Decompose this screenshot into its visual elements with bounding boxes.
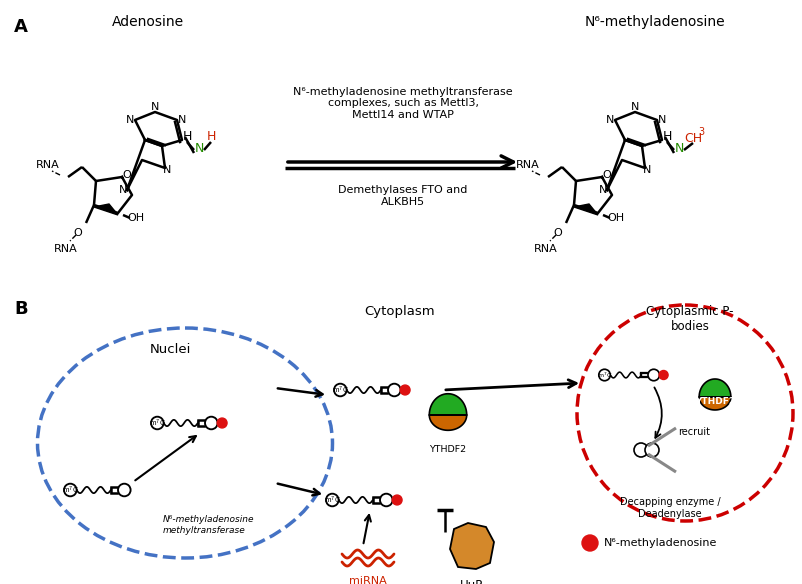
Text: RNA: RNA <box>516 160 540 170</box>
Text: Nuclei: Nuclei <box>149 343 191 356</box>
Text: H: H <box>206 130 216 142</box>
Text: H: H <box>182 130 192 142</box>
Text: Demethylases FTO and
ALKBH5: Demethylases FTO and ALKBH5 <box>338 185 468 207</box>
Text: YTHDF2: YTHDF2 <box>695 398 735 406</box>
Circle shape <box>659 370 668 380</box>
Polygon shape <box>699 379 731 397</box>
Circle shape <box>599 369 610 381</box>
Text: N: N <box>126 115 134 125</box>
Text: N: N <box>606 115 614 125</box>
Polygon shape <box>429 394 467 415</box>
Text: N: N <box>631 102 639 112</box>
Text: Adenosine: Adenosine <box>112 15 184 29</box>
Polygon shape <box>94 204 118 215</box>
Circle shape <box>388 384 401 397</box>
Text: A: A <box>14 18 28 36</box>
Text: Cytoplasm: Cytoplasm <box>365 305 435 318</box>
Circle shape <box>582 535 598 551</box>
Circle shape <box>326 493 338 506</box>
Circle shape <box>380 493 393 506</box>
Circle shape <box>151 417 164 429</box>
Text: N: N <box>658 115 666 125</box>
Text: N: N <box>119 185 128 195</box>
Text: O: O <box>123 170 132 180</box>
Text: N: N <box>163 165 171 175</box>
Text: miRNA: miRNA <box>349 576 387 584</box>
Text: m$^7$G: m$^7$G <box>324 494 341 506</box>
Text: N: N <box>674 141 683 155</box>
Text: Cytoplasmic P-
bodies: Cytoplasmic P- bodies <box>646 305 734 333</box>
Polygon shape <box>429 415 467 430</box>
Text: OH: OH <box>128 213 144 223</box>
Circle shape <box>400 385 410 395</box>
Text: HuR: HuR <box>460 579 484 584</box>
Text: m$^7$G: m$^7$G <box>62 484 79 496</box>
Text: N: N <box>151 102 159 112</box>
Text: YTHDF2: YTHDF2 <box>429 445 467 454</box>
Text: O: O <box>74 228 83 238</box>
Text: RNA: RNA <box>36 160 60 170</box>
Polygon shape <box>574 204 598 215</box>
Text: B: B <box>14 300 27 318</box>
Text: CH: CH <box>684 131 702 144</box>
Text: N: N <box>643 165 651 175</box>
Circle shape <box>392 495 402 505</box>
Text: N⁶-methyladenosine: N⁶-methyladenosine <box>604 538 717 548</box>
Ellipse shape <box>38 328 333 558</box>
Text: Decapping enzyme /
Deadenylase: Decapping enzyme / Deadenylase <box>620 497 720 519</box>
Text: N⁶-methyladenosine
methyltransferase: N⁶-methyladenosine methyltransferase <box>163 515 254 535</box>
Text: 3: 3 <box>698 127 704 137</box>
Circle shape <box>205 417 217 429</box>
Text: N: N <box>178 115 186 125</box>
Circle shape <box>334 384 346 397</box>
Text: m$^7$G: m$^7$G <box>332 384 349 395</box>
Circle shape <box>645 443 659 457</box>
Circle shape <box>118 484 131 496</box>
Text: N⁶-methyladenosine methyltransferase
complexes, such as Mettl3,
Mettl14 and WTAP: N⁶-methyladenosine methyltransferase com… <box>294 87 512 120</box>
Text: m$^7$G: m$^7$G <box>597 370 612 380</box>
Text: m$^7$G: m$^7$G <box>149 418 166 429</box>
Circle shape <box>64 484 77 496</box>
Text: N: N <box>599 185 607 195</box>
Text: OH: OH <box>607 213 625 223</box>
Polygon shape <box>699 397 731 410</box>
Text: N⁶-methyladenosine: N⁶-methyladenosine <box>585 15 725 29</box>
Circle shape <box>648 369 659 381</box>
Text: O: O <box>602 170 611 180</box>
Circle shape <box>217 418 227 428</box>
Text: RNA: RNA <box>54 244 78 254</box>
Text: H: H <box>662 130 672 142</box>
Text: RNA: RNA <box>534 244 558 254</box>
Polygon shape <box>450 523 494 569</box>
Circle shape <box>634 443 648 457</box>
Text: recruit: recruit <box>678 427 710 437</box>
Text: O: O <box>553 228 562 238</box>
Text: N: N <box>194 141 204 155</box>
